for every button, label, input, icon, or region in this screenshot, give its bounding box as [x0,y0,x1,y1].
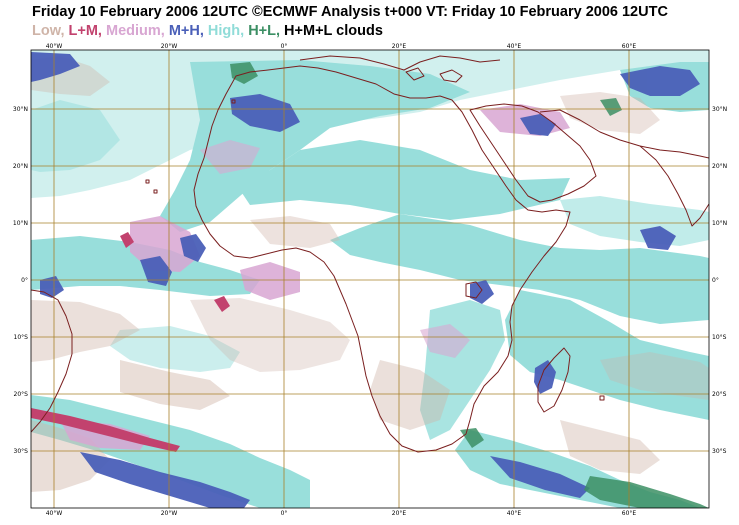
lat-labels-right: 30°N 20°N 10°N 0° 10°S 20°S 30°S [712,106,727,455]
map-frame [30,49,710,509]
graticule [31,50,709,508]
lon-label: 20°E [392,43,407,50]
lon-label: 20°W [161,510,178,517]
lat-label: 20°N [712,163,727,170]
legend-high: High, [207,23,249,39]
lat-label: 30°N [13,106,28,113]
legend: Low, L+M, Medium, M+H, High, H+L, H+M+L … [32,23,383,39]
lat-label: 10°S [712,334,727,341]
lat-label: 10°S [14,334,29,341]
lon-label: 0° [281,510,288,517]
lon-label: 40°W [46,510,63,517]
legend-low-medium: L+M, [68,23,106,39]
lat-label: 0° [21,277,28,284]
lat-label: 0° [712,277,719,284]
lat-label: 20°S [712,391,727,398]
lat-label: 20°N [13,163,28,170]
cloud-layer [31,50,709,508]
lon-label: 40°E [507,43,522,50]
lat-label: 10°N [712,220,727,227]
legend-medium-high: M+H, [168,23,208,39]
lon-labels-top: 40°W 20°W 0° 20°E 40°E 60°E [46,43,637,50]
lat-labels-left: 30°N 20°N 10°N 0° 10°S 20°S 30°S [13,106,28,455]
lat-label: 20°S [14,391,29,398]
lon-labels-bottom: 40°W 20°W 0° 20°E 40°E 60°E [46,510,637,517]
legend-medium: Medium, [105,23,169,39]
lat-label: 30°S [14,448,29,455]
lat-label: 30°N [712,106,727,113]
coastlines [31,55,709,453]
lat-label: 10°N [13,220,28,227]
lat-label: 30°S [712,448,727,455]
lon-label: 60°E [622,43,637,50]
map-title: Friday 10 February 2006 12UTC ©ECMWF Ana… [32,4,668,20]
lon-label: 20°W [161,43,178,50]
lon-label: 60°E [622,510,637,517]
legend-high-low: H+L, [248,23,285,39]
lon-label: 0° [281,43,288,50]
legend-all-clouds: H+M+L clouds [284,23,383,39]
lon-label: 20°E [392,510,407,517]
lon-label: 40°W [46,43,63,50]
lon-label: 40°E [507,510,522,517]
legend-low: Low, [32,23,69,39]
